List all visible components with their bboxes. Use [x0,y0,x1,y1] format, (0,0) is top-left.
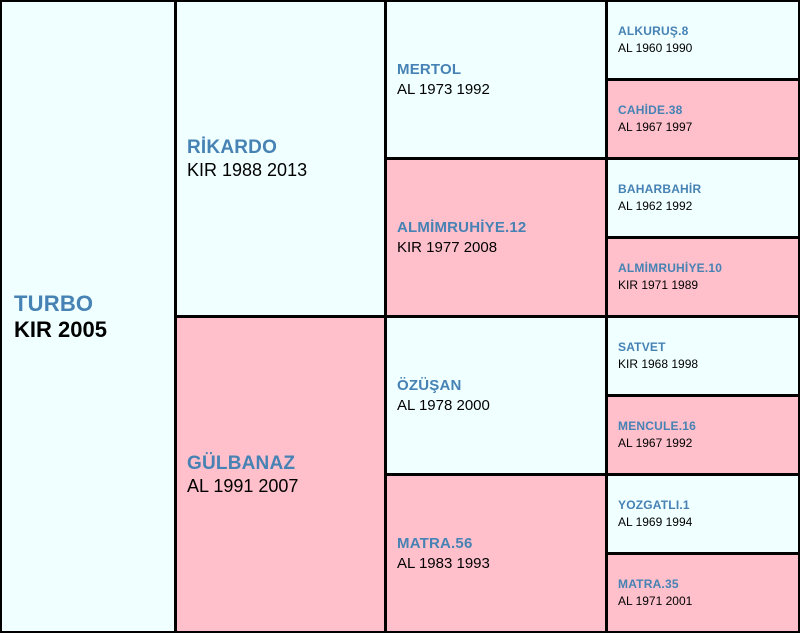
dam-sire-name: ÖZÜŞAN [397,376,462,394]
subject-horse-name: TURBO [14,290,94,316]
sire-sire-info: AL 1973 1992 [397,80,490,98]
dam-dam-cell: MATRA.56 AL 1983 1993 [387,476,605,631]
dam-dam-info: AL 1983 1993 [397,554,490,572]
great-grandparent-info: AL 1967 1992 [618,436,693,450]
great-grandparent-info: AL 1962 1992 [618,199,693,213]
great-grandparent-name: ALKURUŞ.8 [618,24,689,38]
great-grandparent-cell: MATRA.35 AL 1971 2001 [608,555,798,631]
sire-sire-name: MERTOL [397,60,462,78]
sire-dam-info: KIR 1977 2008 [397,238,498,256]
great-grandparent-info: KIR 1971 1989 [618,278,699,292]
sire-dam-cell: ALMİMRUHİYE.12 KIR 1977 2008 [387,160,605,315]
dam-sire-info: AL 1978 2000 [397,396,490,414]
great-grandparent-cell: MENCULE.16 AL 1967 1992 [608,397,798,473]
great-grandparent-cell: YOZGATLI.1 AL 1969 1994 [608,476,798,552]
great-grandparent-name: YOZGATLI.1 [618,498,690,512]
dam-name: GÜLBANAZ [187,453,296,474]
great-grandparent-cell: BAHARBAHİR AL 1962 1992 [608,160,798,236]
sire-info: KIR 1988 2013 [187,160,308,180]
great-grandparent-name: ALMİMRUHİYE.10 [618,261,723,275]
great-grandparent-info: AL 1969 1994 [618,515,693,529]
great-grandparent-name: SATVET [618,340,666,354]
sire-dam-name: ALMİMRUHİYE.12 [397,218,527,236]
sire-name: RİKARDO [187,137,278,158]
great-grandparent-info: KIR 1968 1998 [618,357,699,371]
great-grandparent-cell: ALKURUŞ.8 AL 1960 1990 [608,2,798,78]
great-grandparent-info: AL 1971 2001 [618,594,693,608]
great-grandparent-info: AL 1960 1990 [618,41,693,55]
sire-cell: RİKARDO KIR 1988 2013 [177,2,384,315]
great-grandparent-info: AL 1967 1997 [618,120,693,134]
subject-horse-info: KIR 2005 [14,316,107,342]
great-grandparent-name: MENCULE.16 [618,419,697,433]
great-grandparent-cell: SATVET KIR 1968 1998 [608,318,798,394]
great-grandparent-name: MATRA.35 [618,577,679,591]
subject-horse-cell: TURBO KIR 2005 [2,2,174,631]
dam-cell: GÜLBANAZ AL 1991 2007 [177,318,384,631]
great-grandparent-name: BAHARBAHİR [618,182,702,196]
dam-info: AL 1991 2007 [187,476,299,496]
dam-sire-cell: ÖZÜŞAN AL 1978 2000 [387,318,605,473]
dam-dam-name: MATRA.56 [397,534,473,552]
great-grandparent-cell: ALMİMRUHİYE.10 KIR 1971 1989 [608,239,798,315]
sire-sire-cell: MERTOL AL 1973 1992 [387,2,605,157]
great-grandparent-name: CAHİDE.38 [618,103,683,117]
great-grandparent-cell: CAHİDE.38 AL 1967 1997 [608,81,798,157]
